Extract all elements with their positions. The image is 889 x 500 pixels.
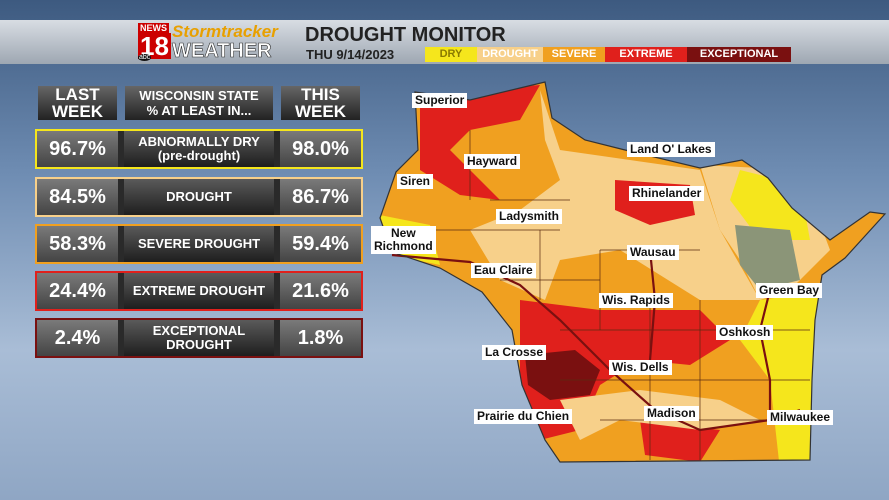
city-label: Ladysmith — [496, 209, 563, 224]
row-value: 86.7% — [280, 179, 361, 215]
city-label: Oshkosh — [716, 325, 774, 340]
city-label: Wausau — [627, 245, 679, 260]
city-label: Rhinelander — [629, 186, 705, 201]
label-line: ABNORMALLY DRY — [138, 134, 260, 149]
table-row: 24.4% EXTREME DROUGHT 21.6% — [35, 271, 363, 311]
row-label: EXTREME DROUGHT — [124, 273, 274, 309]
city-label: Land O' Lakes — [627, 142, 715, 157]
table-row: 84.5% DROUGHT 86.7% — [35, 177, 363, 217]
legend-item: EXCEPTIONAL — [687, 47, 791, 62]
legend: DRY DROUGHT SEVERE EXTREME EXCEPTIONAL — [425, 47, 791, 62]
label-line: DROUGHT — [166, 337, 232, 352]
row-label: SEVERE DROUGHT — [124, 226, 274, 262]
header-line: WISCONSIN STATE — [139, 88, 259, 103]
city-label: La Crosse — [482, 345, 547, 360]
legend-item: DROUGHT — [477, 47, 543, 62]
city-label: Siren — [397, 174, 434, 189]
city-label: Milwaukee — [767, 410, 834, 425]
city-label: Green Bay — [756, 283, 823, 298]
header-line: WEEK — [295, 102, 346, 121]
label-line: (pre-drought) — [157, 148, 241, 163]
table-row: 2.4% EXCEPTIONAL DROUGHT 1.8% — [35, 318, 363, 358]
city-label: Eau Claire — [471, 263, 536, 278]
table-row: 96.7% ABNORMALLY DRY (pre-drought) 98.0% — [35, 129, 363, 169]
legend-item: EXTREME — [605, 47, 687, 62]
city-label: Superior — [412, 93, 468, 108]
label-line: DROUGHT — [166, 189, 232, 204]
row-value: 98.0% — [280, 131, 361, 167]
label-line: SEVERE DROUGHT — [137, 236, 261, 251]
city-line: Richmond — [374, 239, 433, 253]
table-row: 58.3% SEVERE DROUGHT 59.4% — [35, 224, 363, 264]
city-label: Prairie du Chien — [474, 409, 573, 424]
city-line: New — [390, 226, 416, 240]
logo-network: abc — [138, 54, 152, 61]
table-header: THIS WEEK — [281, 86, 360, 120]
table-header: LAST WEEK — [38, 86, 117, 120]
city-label: Hayward — [464, 154, 521, 169]
header-line: WEEK — [52, 102, 103, 121]
header-line: THIS — [301, 85, 340, 104]
row-label: ABNORMALLY DRY (pre-drought) — [124, 131, 274, 167]
table-header: WISCONSIN STATE% AT LEAST IN... — [125, 86, 273, 120]
logo-brand: Stormtracker — [172, 22, 278, 41]
city-label: New Richmond — [371, 226, 436, 254]
row-value: 2.4% — [37, 320, 118, 356]
header-line: LAST — [55, 85, 100, 104]
row-value: 58.3% — [37, 226, 118, 262]
label-line: EXTREME DROUGHT — [132, 283, 266, 298]
row-value: 21.6% — [280, 273, 361, 309]
row-label: EXCEPTIONAL DROUGHT — [124, 320, 274, 356]
date: THU 9/14/2023 — [306, 47, 395, 62]
row-label: DROUGHT — [124, 179, 274, 215]
legend-item: DRY — [425, 47, 477, 62]
row-value: 59.4% — [280, 226, 361, 262]
title: DROUGHT MONITOR — [305, 24, 506, 46]
legend-item: SEVERE — [543, 47, 605, 62]
city-label: Madison — [644, 406, 699, 421]
logo: NEWS 18 abc Stormtracker WEATHER — [130, 20, 300, 64]
row-value: 84.5% — [37, 179, 118, 215]
row-value: 96.7% — [37, 131, 118, 167]
row-value: 24.4% — [37, 273, 118, 309]
city-label: Wis. Rapids — [599, 293, 673, 308]
label-line: EXCEPTIONAL — [152, 323, 246, 338]
row-value: 1.8% — [280, 320, 361, 356]
logo-news: NEWS — [138, 23, 169, 33]
logo-weather: WEATHER — [172, 40, 272, 63]
city-label: Wis. Dells — [609, 360, 672, 375]
header-line: % AT LEAST IN... — [146, 103, 252, 118]
